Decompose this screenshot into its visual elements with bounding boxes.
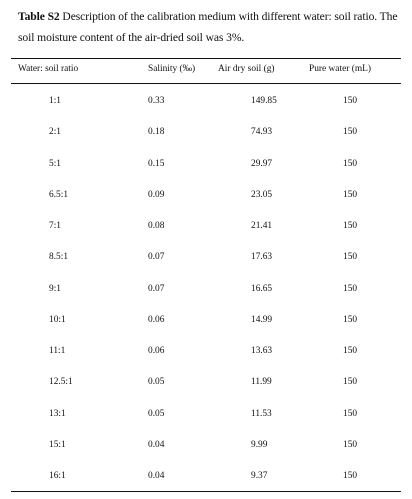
cell-salinity: 0.04 bbox=[148, 439, 165, 450]
cell-air-dry-soil: 13.63 bbox=[251, 346, 273, 356]
table-row: 11:1 0.06 13.63 150 bbox=[0, 345, 412, 357]
cell-water-soil-ratio: 13:1 bbox=[49, 408, 66, 419]
cell-water-soil-ratio: 11:1 bbox=[49, 346, 66, 356]
cell-air-dry-soil: 16.65 bbox=[251, 283, 273, 294]
cell-pure-water: 150 bbox=[343, 96, 358, 106]
cell-salinity: 0.09 bbox=[148, 189, 165, 200]
cell-pure-water: 150 bbox=[343, 314, 358, 325]
cell-air-dry-soil: 9.99 bbox=[251, 439, 268, 450]
cell-pure-water: 150 bbox=[343, 158, 358, 169]
cell-pure-water: 150 bbox=[343, 127, 358, 138]
cell-water-soil-ratio: 8.5:1 bbox=[49, 252, 69, 263]
cell-water-soil-ratio: 1:1 bbox=[49, 96, 61, 106]
table-row: 8.5:1 0.07 17.63 150 bbox=[0, 251, 412, 263]
table-row: 10:1 0.06 14.99 150 bbox=[0, 314, 412, 326]
table-row: 1:1 0.33 149.85 150 bbox=[0, 95, 412, 107]
cell-water-soil-ratio: 9:1 bbox=[49, 283, 61, 294]
table-bottom-rule bbox=[11, 491, 401, 492]
cell-pure-water: 150 bbox=[343, 252, 358, 263]
cell-air-dry-soil: 14.99 bbox=[251, 314, 273, 325]
table-row: 5:1 0.15 29.97 150 bbox=[0, 158, 412, 170]
table-row: 7:1 0.08 21.41 150 bbox=[0, 220, 412, 232]
column-header-salinity: Salinity (‰) bbox=[148, 64, 196, 74]
cell-salinity: 0.33 bbox=[148, 96, 165, 106]
cell-pure-water: 150 bbox=[343, 408, 358, 419]
table-row: 16:1 0.04 9.37 150 bbox=[0, 470, 412, 482]
cell-water-soil-ratio: 15:1 bbox=[49, 439, 66, 450]
cell-salinity: 0.06 bbox=[148, 314, 165, 325]
table-row: 9:1 0.07 16.65 150 bbox=[0, 283, 412, 295]
cell-salinity: 0.05 bbox=[148, 377, 165, 388]
table-row: 13:1 0.05 11.53 150 bbox=[0, 408, 412, 420]
cell-salinity: 0.07 bbox=[148, 283, 165, 294]
cell-water-soil-ratio: 12.5:1 bbox=[49, 377, 73, 388]
cell-air-dry-soil: 11.53 bbox=[251, 408, 272, 419]
cell-water-soil-ratio: 10:1 bbox=[49, 314, 66, 325]
column-header-pure-water: Pure water (mL) bbox=[309, 64, 371, 74]
cell-water-soil-ratio: 7:1 bbox=[49, 221, 61, 231]
column-header-water-soil-ratio: Water: soil ratio bbox=[18, 64, 79, 74]
cell-pure-water: 150 bbox=[343, 221, 358, 231]
cell-air-dry-soil: 74.93 bbox=[251, 127, 273, 138]
cell-salinity: 0.08 bbox=[148, 221, 165, 231]
cell-air-dry-soil: 11.99 bbox=[251, 377, 272, 388]
cell-water-soil-ratio: 2:1 bbox=[49, 127, 61, 138]
cell-salinity: 0.15 bbox=[148, 158, 165, 169]
cell-air-dry-soil: 17.63 bbox=[251, 252, 273, 263]
table-label: Table S2 bbox=[18, 10, 60, 23]
table-caption: Table S2 Description of the calibration … bbox=[18, 6, 408, 48]
cell-air-dry-soil: 29.97 bbox=[251, 158, 273, 169]
cell-pure-water: 150 bbox=[343, 346, 358, 356]
cell-pure-water: 150 bbox=[343, 377, 358, 388]
table-row: 6.5:1 0.09 23.05 150 bbox=[0, 189, 412, 201]
cell-air-dry-soil: 149.85 bbox=[251, 96, 277, 106]
cell-salinity: 0.05 bbox=[148, 408, 165, 419]
cell-water-soil-ratio: 5:1 bbox=[49, 158, 61, 169]
cell-pure-water: 150 bbox=[343, 471, 358, 481]
cell-salinity: 0.06 bbox=[148, 346, 165, 356]
table-caption-text: Description of the calibration medium wi… bbox=[18, 10, 398, 44]
table-row: 15:1 0.04 9.99 150 bbox=[0, 439, 412, 451]
cell-pure-water: 150 bbox=[343, 439, 358, 450]
cell-pure-water: 150 bbox=[343, 283, 358, 294]
cell-salinity: 0.04 bbox=[148, 471, 165, 481]
cell-pure-water: 150 bbox=[343, 189, 358, 200]
cell-water-soil-ratio: 16:1 bbox=[49, 471, 66, 481]
table-row: 2:1 0.18 74.93 150 bbox=[0, 126, 412, 138]
cell-water-soil-ratio: 6.5:1 bbox=[49, 189, 69, 200]
table-top-rule bbox=[11, 58, 401, 59]
cell-air-dry-soil: 23.05 bbox=[251, 189, 273, 200]
table-row: 12.5:1 0.05 11.99 150 bbox=[0, 376, 412, 388]
column-header-air-dry-soil: Air dry soil (g) bbox=[218, 64, 275, 74]
cell-salinity: 0.07 bbox=[148, 252, 165, 263]
table-header-rule bbox=[11, 83, 401, 84]
cell-salinity: 0.18 bbox=[148, 127, 165, 138]
cell-air-dry-soil: 9.37 bbox=[251, 471, 268, 481]
cell-air-dry-soil: 21.41 bbox=[251, 221, 273, 231]
